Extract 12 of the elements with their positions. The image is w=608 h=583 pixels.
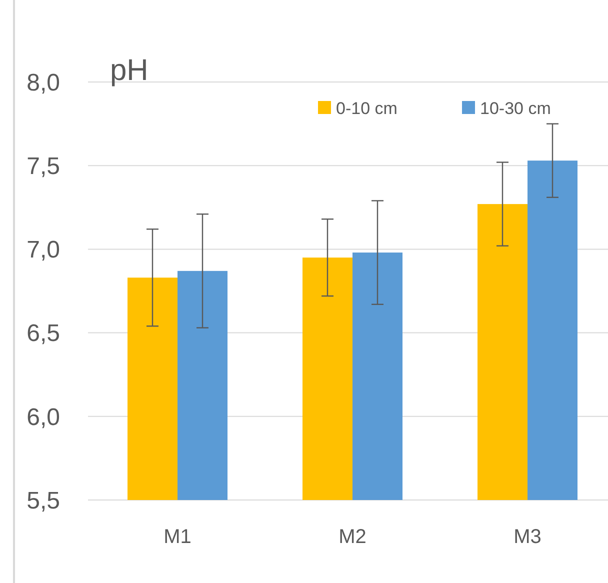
y-tick-label: 6,0 <box>26 404 60 431</box>
x-tick-label: M3 <box>514 526 542 548</box>
legend-label: 10-30 cm <box>480 98 551 118</box>
chart-title: pH <box>110 54 148 87</box>
y-tick-label: 7,5 <box>26 153 60 180</box>
y-tick-label: 5,5 <box>26 487 60 514</box>
x-tick-label: M2 <box>338 526 366 548</box>
x-tick-label: M1 <box>164 526 192 548</box>
y-tick-label: 8,0 <box>26 69 60 96</box>
legend-label: 0-10 cm <box>336 98 398 118</box>
y-tick-label: 6,5 <box>26 320 60 348</box>
y-tick-label: 7,0 <box>26 236 60 264</box>
